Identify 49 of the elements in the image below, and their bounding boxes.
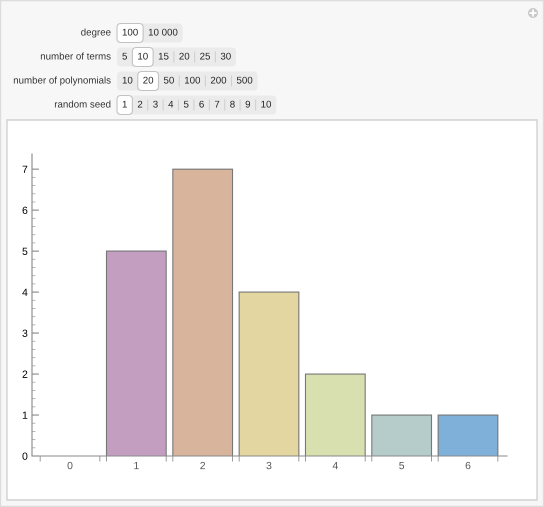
x-tick-label: 4 [332, 462, 338, 470]
text: 3 [153, 100, 158, 108]
text: number of terms [40, 52, 111, 60]
text: 10 000 [148, 28, 178, 36]
text: 9 [246, 100, 250, 108]
text: 7 [214, 100, 220, 108]
bar [371, 414, 432, 456]
text: 10 [261, 100, 272, 108]
text: 30 [220, 52, 231, 60]
y-tick-label: 7 [22, 166, 28, 173]
y-tick-label: 2 [22, 370, 28, 378]
x-tick-label: 2 [200, 462, 206, 470]
y-tick-label: 3 [22, 330, 28, 337]
text: 100 [184, 76, 200, 84]
y-tick-label: 5 [22, 248, 28, 255]
text: 100 [122, 28, 138, 36]
bar [304, 373, 366, 456]
text: 5 [122, 52, 127, 60]
y-tick-label: 4 [22, 288, 28, 296]
text: 10 [122, 76, 132, 84]
x-tick-label: 1 [134, 462, 139, 470]
text: random seed [54, 100, 110, 108]
text: 500 [236, 76, 252, 84]
text: 4 [168, 100, 174, 108]
text: 6 [199, 100, 204, 108]
text: number of polynomials [14, 76, 111, 86]
x-tick-label: 6 [466, 462, 470, 470]
text: 8 [230, 100, 235, 108]
bar [172, 168, 234, 456]
text: 1 [122, 100, 127, 108]
text: 50 [164, 76, 174, 84]
bar [438, 414, 498, 456]
x-tick-label: 5 [399, 462, 404, 470]
text: 25 [200, 52, 210, 60]
text: 20 [179, 52, 190, 60]
text: 200 [210, 76, 226, 84]
bar [106, 250, 167, 456]
text: 10 [138, 52, 148, 60]
x-tick-label: 0 [68, 462, 72, 470]
text: degree [81, 28, 111, 38]
y-tick-label: 6 [22, 206, 28, 214]
y-tick-label: 0 [22, 452, 28, 460]
bar [238, 292, 300, 456]
x-tick-label: 3 [266, 462, 272, 470]
text: 20 [143, 76, 154, 84]
text: 15 [158, 52, 169, 60]
text: 5 [184, 100, 188, 108]
y-tick-label: 1 [22, 412, 28, 419]
text: 2 [138, 100, 142, 108]
